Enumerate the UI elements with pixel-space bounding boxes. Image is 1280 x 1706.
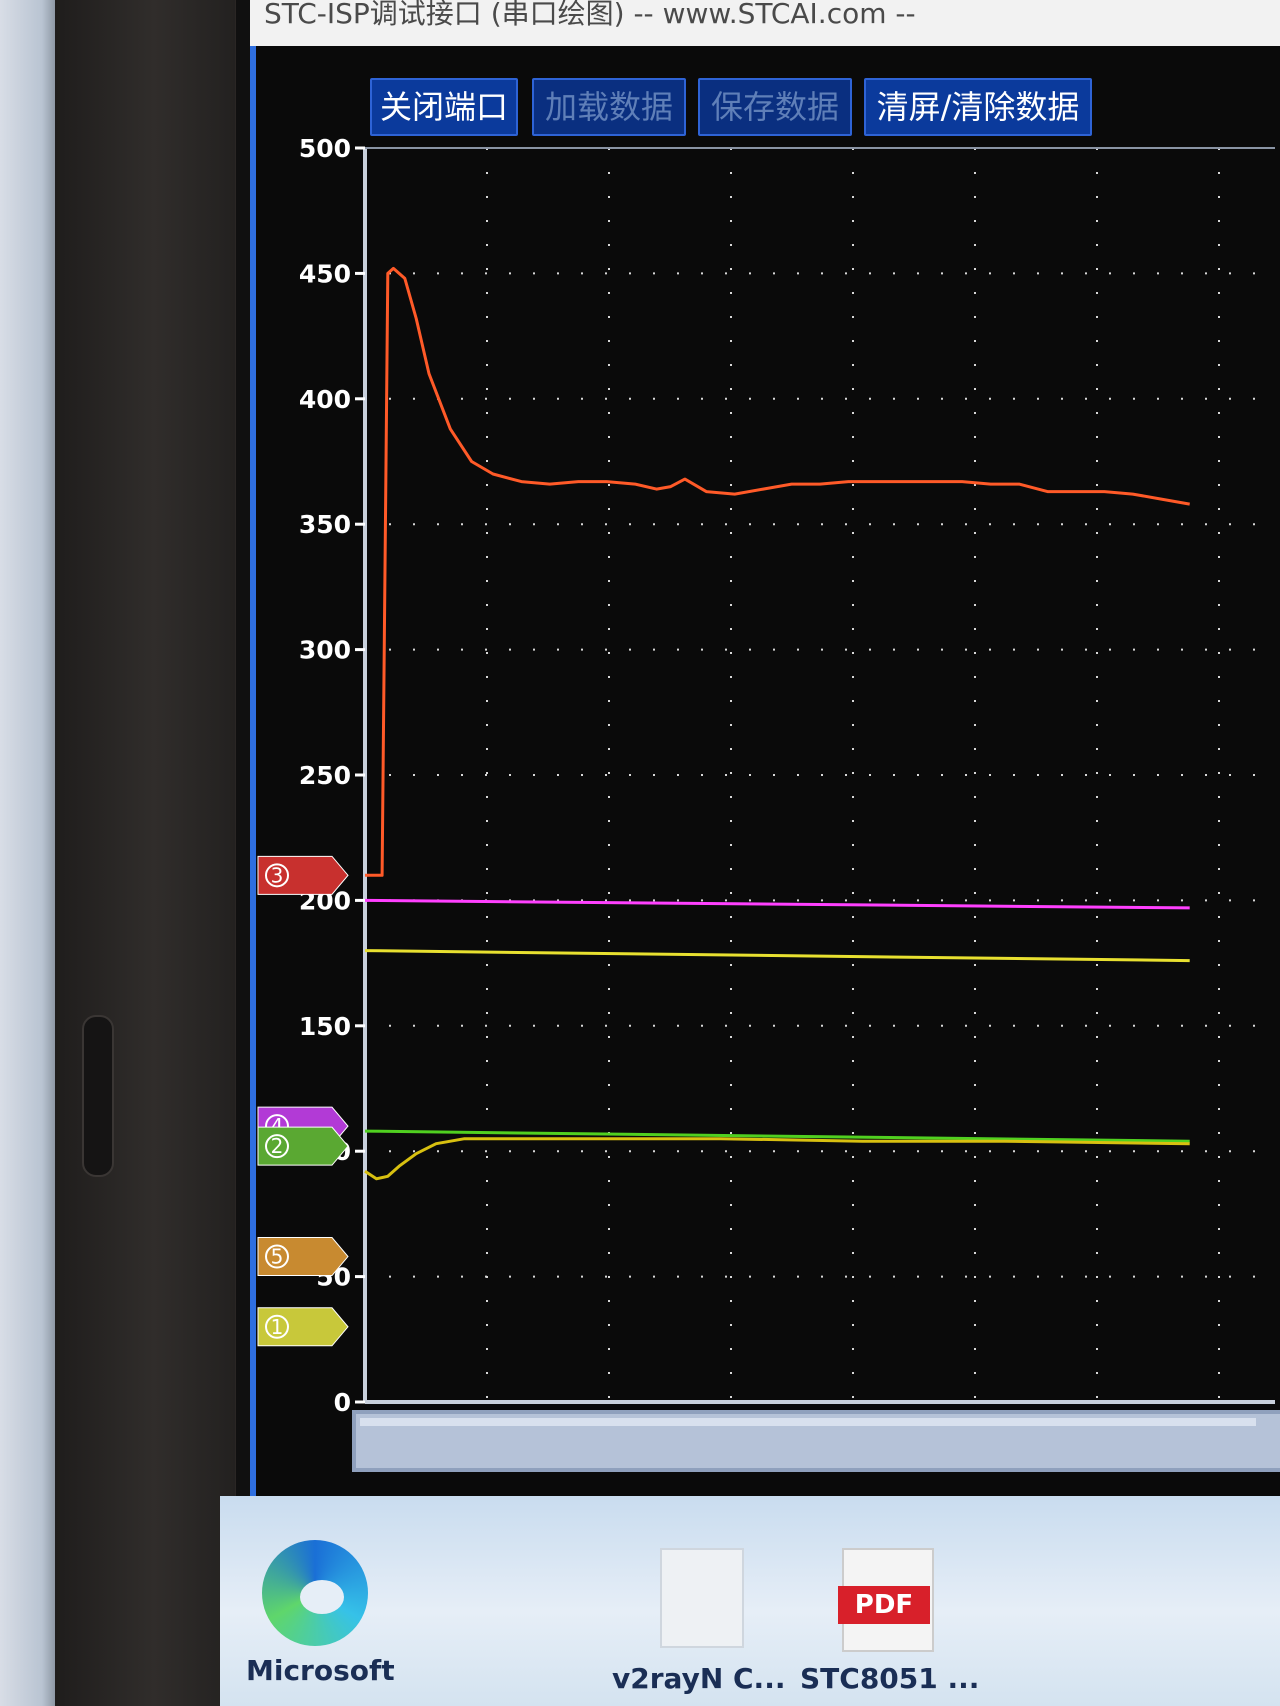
y-tick-label-250: 250 xyxy=(299,761,351,790)
channel-marker-num-3: 3 xyxy=(271,863,284,887)
y-ticks: 050100150200250300350400450500 xyxy=(299,134,365,1417)
folder-icon[interactable] xyxy=(660,1548,744,1648)
y-tick-label-350: 350 xyxy=(299,510,351,539)
series-line-2 xyxy=(364,898,1190,910)
plot-panel xyxy=(250,46,1280,1496)
save-data-button[interactable]: 保存数据 xyxy=(698,78,852,136)
window-titlebar xyxy=(250,0,1280,46)
channel-marker-5[interactable]: 5 xyxy=(257,1237,349,1277)
scrollbar-thumb[interactable] xyxy=(360,1418,1256,1426)
series-line-1 xyxy=(365,266,1190,877)
channel-marker-ring-2 xyxy=(265,1134,289,1159)
channel-marker-ring-1 xyxy=(265,1314,289,1339)
channel-marker-num-2: 2 xyxy=(271,1134,284,1158)
y-tick-label-400: 400 xyxy=(299,385,351,414)
y-tick-label-150: 150 xyxy=(299,1012,351,1041)
desktop-icon-label-microsoft[interactable]: Microsoft xyxy=(246,1654,395,1687)
channel-marker-3[interactable]: 3 xyxy=(257,855,349,895)
channel-marker-1[interactable]: 1 xyxy=(257,1307,349,1347)
channel-marker-num-5: 5 xyxy=(271,1245,284,1269)
desktop-icon-label-v2rayn[interactable]: v2rayN C... xyxy=(612,1662,786,1695)
y-tick-label-0: 0 xyxy=(334,1388,351,1417)
y-tick-label-450: 450 xyxy=(299,259,351,288)
channel-marker-ring-3 xyxy=(265,863,289,888)
close-port-button[interactable]: 关闭端口 xyxy=(370,78,518,136)
edge-icon-center xyxy=(300,1580,344,1614)
y-tick-label-300: 300 xyxy=(299,636,351,665)
monitor-bezel xyxy=(55,0,235,1706)
desktop-area xyxy=(220,1496,1280,1706)
series-line-4 xyxy=(364,1129,1190,1143)
clear-button[interactable]: 清屏/清除数据 xyxy=(864,78,1092,136)
axes xyxy=(363,147,1275,1404)
bezel-button xyxy=(82,1015,114,1177)
channel-marker-2[interactable]: 2 xyxy=(257,1126,349,1166)
channel-marker-num-1: 1 xyxy=(271,1315,284,1339)
desktop-icon-label-stc8051[interactable]: STC8051 ... xyxy=(800,1662,980,1695)
grid xyxy=(365,147,1275,1402)
pdf-badge: PDF xyxy=(838,1586,930,1624)
window-title: STC-ISP调试接口 (串口绘图) -- www.STCAI.com -- xyxy=(264,0,916,30)
series-line-5 xyxy=(364,1137,1190,1181)
channel-marker-ring-5 xyxy=(265,1244,289,1269)
horizontal-scrollbar[interactable] xyxy=(352,1410,1280,1472)
series-line-3 xyxy=(364,949,1190,963)
load-data-button[interactable]: 加载数据 xyxy=(532,78,686,136)
series-lines xyxy=(364,266,1190,1181)
y-tick-label-500: 500 xyxy=(299,134,351,163)
